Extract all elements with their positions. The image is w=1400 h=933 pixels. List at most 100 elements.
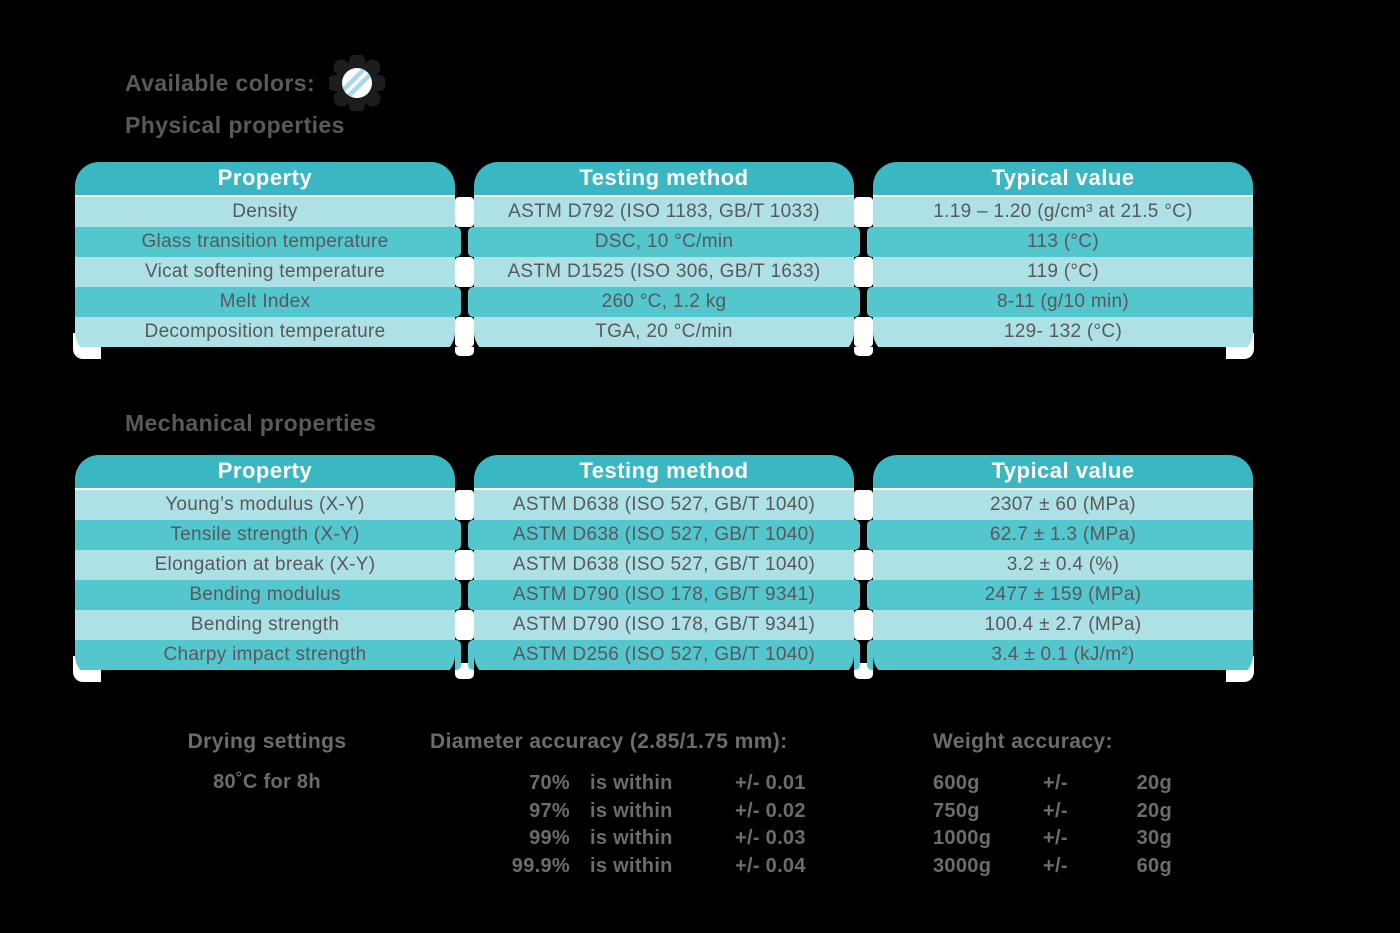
column-header-testing-method: Testing method <box>474 455 854 490</box>
gap-segment <box>854 490 873 520</box>
table-cell: ASTM D638 (ISO 527, GB/T 1040) <box>474 520 854 550</box>
gap-segment <box>854 317 873 347</box>
weight-accuracy-block: Weight accuracy: 600g +/- 20g 750g +/- 2… <box>933 730 1173 880</box>
typical-value-column: Typical value 1.19 – 1.20 (g/cm³ at 21.5… <box>873 162 1253 356</box>
diameter-label: is within <box>590 772 673 794</box>
gap-segment <box>854 640 873 670</box>
diameter-pct: 97% <box>529 799 570 822</box>
column-gap-connector <box>455 162 474 356</box>
gap-segment <box>854 227 873 257</box>
gap-segment <box>854 197 873 227</box>
diameter-tolerance: +/- 0.01 <box>735 772 806 794</box>
table-cell: ASTM D792 (ISO 1183, GB/T 1033) <box>474 197 854 227</box>
weight-amount: 600g <box>933 772 980 794</box>
weight-plusminus: +/- <box>1043 772 1068 794</box>
gap-segment <box>854 550 873 580</box>
gap-segment <box>455 610 474 640</box>
weight-accuracy-rows: 600g +/- 20g 750g +/- 20g 1000g +/- 30g … <box>933 770 1173 880</box>
diameter-tolerance: +/- 0.02 <box>735 799 806 822</box>
column-gap-connector <box>854 162 873 356</box>
gap-segment <box>455 227 474 257</box>
table-cell: Bending modulus <box>75 580 455 610</box>
gap-segment <box>455 257 474 287</box>
drying-settings-value: 80˚C for 8h <box>213 771 321 793</box>
table-cell: 100.4 ± 2.7 (MPa) <box>873 610 1253 640</box>
diameter-accuracy-rows: 70% is within +/- 0.01 97% is within +/-… <box>430 770 870 880</box>
typical-value-column: Typical value 2307 ± 60 (MPa) 62.7 ± 1.3… <box>873 455 1253 679</box>
table-cell: Charpy impact strength <box>75 640 455 670</box>
diameter-label: is within <box>590 827 673 849</box>
gap-segment <box>455 520 474 550</box>
available-colors-row: Available colors: <box>125 55 386 111</box>
gap-segment <box>854 455 873 490</box>
gap-segment <box>854 287 873 317</box>
property-column: Property Density Glass transition temper… <box>75 162 455 356</box>
table-cell: TGA, 20 °C/min <box>474 317 854 347</box>
diameter-label: is within <box>590 854 673 877</box>
table-cell: 3.2 ± 0.4 (%) <box>873 550 1253 580</box>
column-header-property: Property <box>75 162 455 197</box>
mechanical-properties-heading: Mechanical properties <box>125 410 377 436</box>
table-cell: 260 °C, 1.2 kg <box>474 287 854 317</box>
gap-segment <box>854 520 873 550</box>
table-cell: Melt Index <box>75 287 455 317</box>
table-cell: 2477 ± 159 (MPa) <box>873 580 1253 610</box>
physical-properties-heading: Physical properties <box>125 112 345 138</box>
column-header-typical-value: Typical value <box>873 162 1253 197</box>
weight-tolerance: 20g <box>1136 799 1172 822</box>
physical-properties-table: Property Density Glass transition temper… <box>73 162 1254 359</box>
table-cell: 129- 132 (°C) <box>873 317 1253 347</box>
testing-method-column: Testing method ASTM D792 (ISO 1183, GB/T… <box>474 162 854 356</box>
gap-segment <box>455 550 474 580</box>
column-gap-connector <box>854 455 873 679</box>
column-header-typical-value: Typical value <box>873 455 1253 490</box>
weight-amount: 1000g <box>933 827 992 849</box>
weight-tolerance: 60g <box>1136 854 1172 877</box>
gap-segment <box>854 347 873 356</box>
table-cell: 113 (°C) <box>873 227 1253 257</box>
table-cell: 1.19 – 1.20 (g/cm³ at 21.5 °C) <box>873 197 1253 227</box>
table-cell: ASTM D638 (ISO 527, GB/T 1040) <box>474 550 854 580</box>
table-cell: Elongation at break (X-Y) <box>75 550 455 580</box>
column-header-testing-method: Testing method <box>474 162 854 197</box>
gap-segment <box>455 197 474 227</box>
gap-segment <box>455 580 474 610</box>
available-colors-label: Available colors: <box>125 69 316 96</box>
gap-segment <box>455 455 474 490</box>
gap-segment <box>455 162 474 197</box>
column-header-property: Property <box>75 455 455 490</box>
gap-segment <box>455 640 474 670</box>
diameter-accuracy-heading: Diameter accuracy (2.85/1.75 mm): <box>430 730 788 753</box>
diameter-pct: 99.9% <box>511 854 570 877</box>
table-cell: Young’s modulus (X-Y) <box>75 490 455 520</box>
table-cell: Glass transition temperature <box>75 227 455 257</box>
testing-method-column: Testing method ASTM D638 (ISO 527, GB/T … <box>474 455 854 679</box>
weight-tolerance: 30g <box>1136 827 1172 849</box>
color-swatch-icon <box>329 55 386 111</box>
weight-accuracy-heading: Weight accuracy: <box>933 730 1113 753</box>
diameter-accuracy-block: Diameter accuracy (2.85/1.75 mm): 70% is… <box>430 730 870 880</box>
weight-plusminus: +/- <box>1043 827 1068 849</box>
drying-settings-heading: Drying settings <box>187 730 347 753</box>
table-cell: 3.4 ± 0.1 (kJ/m²) <box>873 640 1253 670</box>
weight-plusminus: +/- <box>1043 854 1068 877</box>
diameter-label: is within <box>590 799 673 822</box>
gap-segment <box>455 490 474 520</box>
diameter-tolerance: +/- 0.03 <box>735 827 806 849</box>
table-cell: Tensile strength (X-Y) <box>75 520 455 550</box>
table-cell: Density <box>75 197 455 227</box>
gap-segment <box>455 317 474 347</box>
diameter-tolerance: +/- 0.04 <box>735 854 806 877</box>
diameter-pct: 70% <box>529 772 570 794</box>
table-cell: 8-11 (g/10 min) <box>873 287 1253 317</box>
column-gap-connector <box>455 455 474 679</box>
property-column: Property Young’s modulus (X-Y) Tensile s… <box>75 455 455 679</box>
gap-segment <box>854 257 873 287</box>
weight-amount: 3000g <box>933 854 992 877</box>
table-cell: ASTM D790 (ISO 178, GB/T 9341) <box>474 610 854 640</box>
table-cell: 62.7 ± 1.3 (MPa) <box>873 520 1253 550</box>
table-cell: ASTM D256 (ISO 527, GB/T 1040) <box>474 640 854 670</box>
table-cell: ASTM D638 (ISO 527, GB/T 1040) <box>474 490 854 520</box>
weight-tolerance: 20g <box>1136 772 1172 794</box>
